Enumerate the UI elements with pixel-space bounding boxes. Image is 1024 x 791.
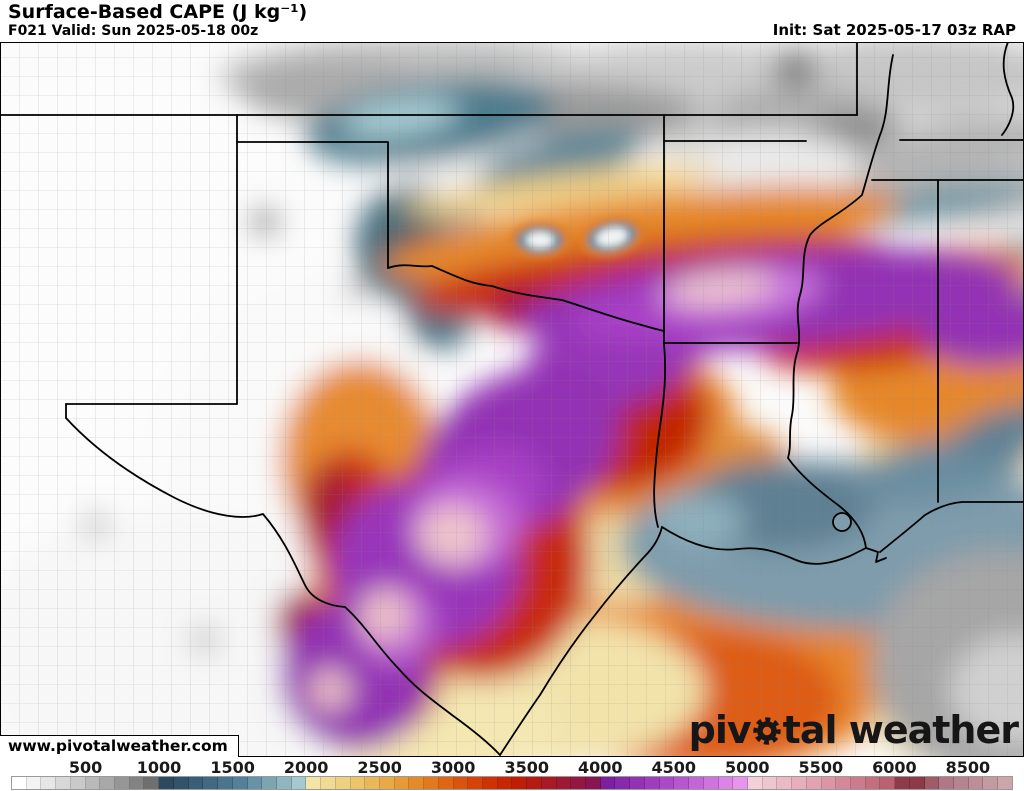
colorbar-cell bbox=[541, 777, 557, 789]
colorbar-cell bbox=[379, 777, 395, 789]
colorbar-cell bbox=[173, 777, 189, 789]
cape-map bbox=[0, 42, 1024, 757]
colorbar-cell bbox=[836, 777, 851, 789]
valid-time-label: F021 Valid: Sun 2025-05-18 00z bbox=[8, 23, 259, 39]
pivotal-weather-logo: piv tal weather bbox=[688, 708, 1019, 752]
colorbar-cell bbox=[247, 777, 263, 789]
colorbar-cell bbox=[895, 777, 910, 789]
colorbar-tick-label: 3500 bbox=[504, 758, 549, 777]
init-time-label: Init: Sat 2025-05-17 03z RAP bbox=[762, 20, 1024, 42]
colorbar-cell bbox=[41, 777, 57, 789]
logo-text-part2: tal weather bbox=[782, 708, 1019, 752]
colorbar-cell bbox=[659, 777, 675, 789]
colorbar-cell bbox=[954, 777, 969, 789]
colorbar-tick-labels: 500 1000 1500 2000 2500 3000 3500 4000 4500 5000 5… bbox=[12, 758, 1012, 777]
colorbar-cell bbox=[586, 777, 601, 789]
colorbar-cell bbox=[497, 777, 513, 789]
colorbar-cell bbox=[924, 777, 940, 789]
colorbar-cell bbox=[630, 777, 645, 789]
colorbar-cell bbox=[909, 777, 925, 789]
colorbar-cell bbox=[468, 777, 483, 789]
colorbar-cell bbox=[792, 777, 807, 789]
colorbar-cell bbox=[998, 777, 1012, 789]
colorbar-cell bbox=[321, 777, 336, 789]
colorbar-cell bbox=[747, 777, 763, 789]
colorbar-cell bbox=[483, 777, 498, 789]
colorbar-cell bbox=[880, 777, 896, 789]
colorbar-cell bbox=[129, 777, 145, 789]
page-title: Surface-Based CAPE (J kg⁻¹) bbox=[8, 1, 308, 23]
gear-icon bbox=[753, 717, 781, 745]
colorbar-cell bbox=[409, 777, 425, 789]
colorbar-cell bbox=[350, 777, 366, 789]
colorbar-cell bbox=[600, 777, 616, 789]
colorbar-cell bbox=[70, 777, 86, 789]
colorbar-cell bbox=[56, 777, 71, 789]
colorbar-cell bbox=[674, 777, 690, 789]
colorbar-cell bbox=[703, 777, 719, 789]
state-borders bbox=[0, 42, 1024, 756]
colorbar-tick-label: 500 bbox=[68, 758, 103, 777]
colorbar-cell bbox=[159, 777, 174, 789]
colorbar-cell bbox=[188, 777, 204, 789]
colorbar-cell bbox=[26, 777, 42, 789]
colorbar-cell bbox=[821, 777, 837, 789]
watermark-url: www.pivotalweather.com bbox=[0, 735, 239, 758]
colorbar-cell bbox=[689, 777, 704, 789]
colorbar-tick-label: 2500 bbox=[357, 758, 402, 777]
colorbar-tick-label: 1000 bbox=[136, 758, 182, 777]
colorbar-cell bbox=[306, 777, 322, 789]
colorbar-cell bbox=[777, 777, 793, 789]
colorbar-cell bbox=[291, 777, 307, 789]
colorbar-tick-label: 6000 bbox=[872, 758, 917, 777]
colorbar-cell bbox=[276, 777, 292, 789]
colorbar-cell bbox=[762, 777, 778, 789]
colorbar-cell bbox=[232, 777, 248, 789]
colorbar-cell bbox=[218, 777, 233, 789]
colorbar-cell bbox=[365, 777, 380, 789]
colorbar-cell bbox=[438, 777, 454, 789]
colorbar-cell bbox=[718, 777, 734, 789]
colorbar-tick-label: 1500 bbox=[210, 758, 255, 777]
title-block: Surface-Based CAPE (J kg⁻¹) F021 Valid: … bbox=[0, 0, 318, 41]
colorbar-tick-label: 5500 bbox=[798, 758, 844, 777]
colorbar-cell bbox=[527, 777, 542, 789]
colorbar-tick-label: 2000 bbox=[283, 758, 329, 777]
colorbar-cell bbox=[556, 777, 572, 789]
county-grid bbox=[0, 42, 1024, 757]
colorbar-tick-label: 8500 bbox=[945, 758, 991, 777]
colorbar-cell bbox=[806, 777, 822, 789]
colorbar-cell bbox=[12, 777, 27, 789]
colorbar-scale bbox=[11, 776, 1013, 790]
colorbar-cell bbox=[424, 777, 439, 789]
colorbar-cell bbox=[85, 777, 101, 789]
colorbar-cell bbox=[939, 777, 954, 789]
colorbar-tick-label: 3000 bbox=[430, 758, 476, 777]
colorbar-cell bbox=[453, 777, 469, 789]
colorbar-cell bbox=[571, 777, 587, 789]
colorbar-cell bbox=[615, 777, 631, 789]
colorbar-cell bbox=[335, 777, 351, 789]
colorbar-cell bbox=[144, 777, 160, 789]
colorbar-cell bbox=[115, 777, 130, 789]
colorbar-tick-label: 4500 bbox=[651, 758, 697, 777]
colorbar-cell bbox=[968, 777, 984, 789]
colorbar-cell bbox=[394, 777, 410, 789]
colorbar-tick-label: 4000 bbox=[577, 758, 623, 777]
colorbar-cell bbox=[262, 777, 277, 789]
logo-text-part1: piv bbox=[688, 708, 752, 752]
colorbar-cell bbox=[203, 777, 219, 789]
colorbar-tick-label: 5000 bbox=[725, 758, 770, 777]
colorbar-cell bbox=[644, 777, 660, 789]
colorbar-cell bbox=[100, 777, 116, 789]
colorbar-cell bbox=[865, 777, 881, 789]
colorbar-cell bbox=[733, 777, 748, 789]
colorbar-cell bbox=[850, 777, 866, 789]
colorbar-cell bbox=[512, 777, 528, 789]
colorbar-cell bbox=[983, 777, 999, 789]
colorbar: 500 1000 1500 2000 2500 3000 3500 4000 4500 5000 5… bbox=[0, 757, 1024, 791]
